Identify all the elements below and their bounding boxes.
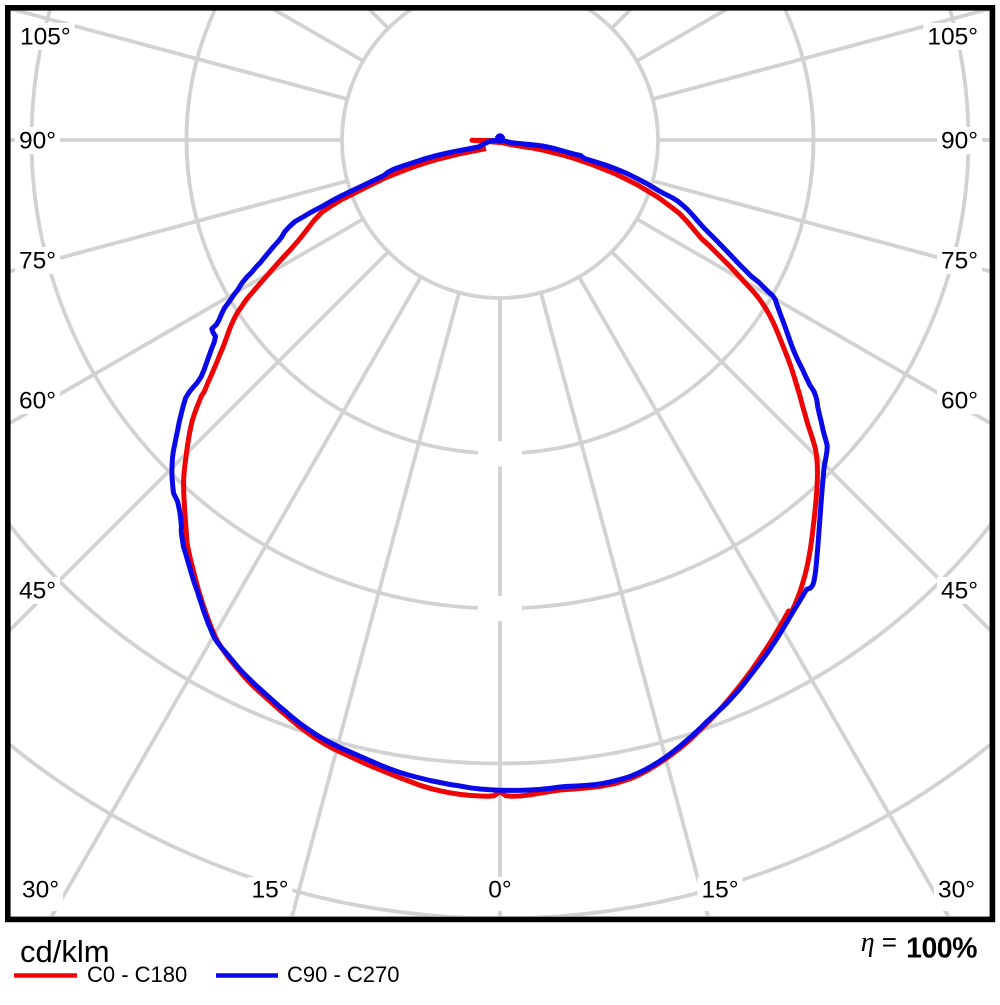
- svg-text:75°: 75°: [941, 248, 978, 275]
- svg-text:C0 - C180: C0 - C180: [87, 962, 187, 987]
- svg-text:45°: 45°: [941, 578, 978, 605]
- svg-text:60°: 60°: [941, 388, 978, 415]
- svg-text:75°: 75°: [19, 248, 56, 275]
- svg-text:η =: η =: [861, 927, 897, 958]
- svg-text:30°: 30°: [938, 877, 975, 904]
- svg-text:45°: 45°: [19, 578, 56, 605]
- svg-text:C90 - C270: C90 - C270: [287, 962, 400, 987]
- svg-text:cd/klm: cd/klm: [20, 934, 110, 969]
- svg-text:30°: 30°: [22, 877, 59, 904]
- svg-text:15°: 15°: [251, 877, 288, 904]
- svg-text:0°: 0°: [488, 877, 511, 904]
- svg-text:105°: 105°: [20, 24, 71, 51]
- svg-text:60°: 60°: [19, 388, 56, 415]
- svg-text:105°: 105°: [927, 24, 978, 51]
- svg-text:100%: 100%: [906, 933, 977, 965]
- svg-text:90°: 90°: [941, 128, 978, 155]
- svg-text:15°: 15°: [701, 877, 738, 904]
- svg-text:90°: 90°: [19, 128, 56, 155]
